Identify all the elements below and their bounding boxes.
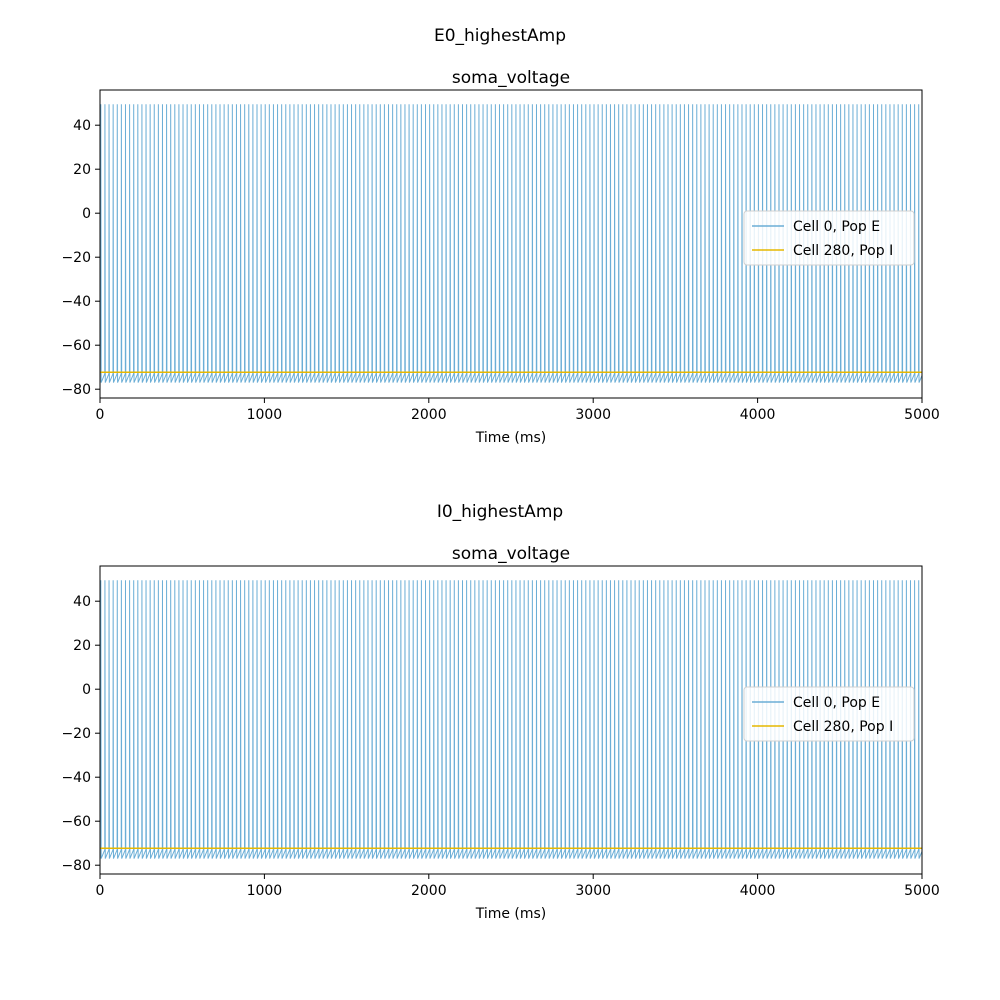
- y-tick-label: −20: [61, 250, 91, 266]
- plot-area: [100, 580, 922, 859]
- legend-label-2: Cell 280, Pop I: [793, 243, 893, 259]
- x-tick-label: 1000: [247, 407, 283, 423]
- y-tick-label: −60: [61, 814, 91, 830]
- figure-suptitle: I0_highestAmp: [437, 502, 563, 522]
- chart-panel-2: I0_highestAmp soma_voltage 0 1000 2000 3000 40…: [61, 502, 939, 922]
- y-tick-label: −20: [61, 726, 91, 742]
- axes-frame: [99, 89, 923, 399]
- y-tick-label: 40: [73, 594, 91, 610]
- legend-label-2: Cell 280, Pop I: [793, 719, 893, 735]
- legend: Cell 0, Pop E Cell 280, Pop I: [743, 686, 915, 742]
- y-tick-label: −60: [61, 338, 91, 354]
- chart-panel-1: E0_highestAmp soma_voltage 0 1000 2000 3000 40…: [61, 26, 939, 446]
- series-line-1: [100, 580, 922, 859]
- series-line-1: [100, 104, 922, 383]
- x-tick-label: 4000: [740, 407, 776, 423]
- legend-label-1: Cell 0, Pop E: [793, 695, 880, 711]
- x-tick-label: 4000: [740, 883, 776, 899]
- x-tick-label: 3000: [575, 883, 611, 899]
- x-tick-label: 0: [96, 407, 105, 423]
- x-tick-label: 0: [96, 883, 105, 899]
- chart-title: soma_voltage: [452, 68, 570, 88]
- y-tick-label: −80: [61, 382, 91, 398]
- chart-title: soma_voltage: [452, 544, 570, 564]
- legend-box: [743, 686, 915, 742]
- x-tick-label: 3000: [575, 407, 611, 423]
- x-axis-label: Time (ms): [475, 430, 547, 446]
- x-axis-label: Time (ms): [475, 906, 547, 922]
- y-tick-label: −80: [61, 858, 91, 874]
- x-tick-label: 2000: [411, 883, 447, 899]
- legend-box: [743, 210, 915, 266]
- y-tick-label: 20: [73, 162, 91, 178]
- y-tick-label: −40: [61, 294, 91, 310]
- x-tick-label: 2000: [411, 407, 447, 423]
- y-tick-label: −40: [61, 770, 91, 786]
- x-tick-label: 5000: [904, 407, 940, 423]
- y-tick-label: 40: [73, 118, 91, 134]
- y-tick-label: 0: [82, 206, 91, 222]
- legend-label-1: Cell 0, Pop E: [793, 219, 880, 235]
- x-tick-label: 5000: [904, 883, 940, 899]
- legend: Cell 0, Pop E Cell 280, Pop I: [743, 210, 915, 266]
- y-tick-label: 20: [73, 638, 91, 654]
- plot-area: [100, 104, 922, 383]
- axes-frame: [99, 565, 923, 875]
- x-tick-label: 1000: [247, 883, 283, 899]
- y-tick-label: 0: [82, 682, 91, 698]
- figure-suptitle: E0_highestAmp: [434, 26, 566, 46]
